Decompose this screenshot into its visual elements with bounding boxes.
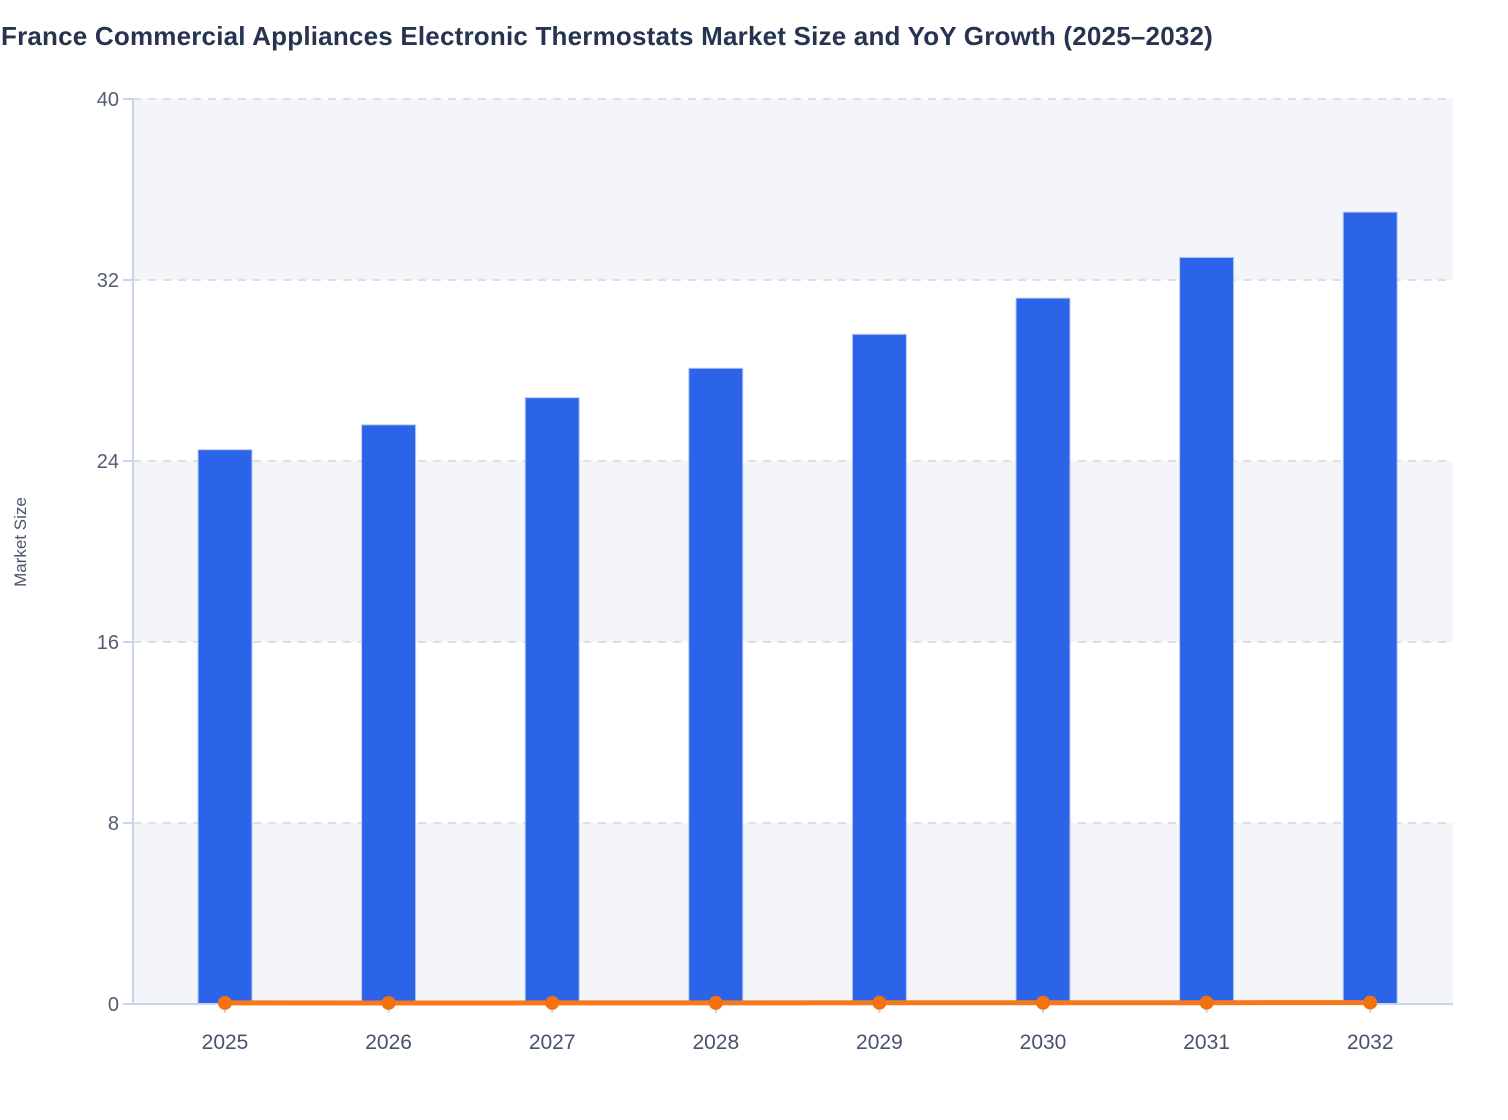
- x-tick-label: 2027: [529, 1031, 576, 1054]
- yoy-marker-2026: [381, 995, 396, 1010]
- x-tick-label: 2026: [365, 1031, 412, 1054]
- y-tick-label: 32: [97, 270, 119, 292]
- plot-band: [133, 461, 1453, 642]
- y-tick-label: 24: [97, 451, 119, 473]
- yoy-marker-2027: [545, 995, 560, 1010]
- bar-2028: [688, 367, 744, 1005]
- yoy-marker-2028: [708, 995, 723, 1010]
- y-tick-label: 16: [97, 632, 119, 654]
- y-tick-label: 40: [97, 89, 119, 111]
- plot-band: [133, 99, 1453, 280]
- bar-2027: [524, 397, 580, 1005]
- bar-2032: [1342, 211, 1398, 1005]
- yoy-marker-2025: [218, 995, 232, 1010]
- x-tick-label: 2029: [856, 1031, 903, 1054]
- x-tick-label: 2028: [692, 1031, 739, 1054]
- x-tick-label: 2025: [202, 1031, 249, 1054]
- plot-band: [133, 823, 1453, 1004]
- bar-2030: [1015, 297, 1071, 1005]
- bar-2031: [1179, 256, 1235, 1005]
- chart-title: France Commercial Appliances Electronic …: [1, 21, 1214, 52]
- x-tick-label: 2031: [1183, 1031, 1230, 1054]
- yoy-marker-2029: [872, 995, 887, 1010]
- bar-2025: [197, 449, 253, 1005]
- x-tick-label: 2030: [1020, 1031, 1067, 1054]
- yoy-marker-2032: [1363, 995, 1378, 1010]
- bar-2026: [361, 424, 417, 1005]
- x-tick-label: 2032: [1347, 1031, 1394, 1054]
- yoy-marker-2030: [1036, 995, 1050, 1010]
- bar-2029: [851, 333, 907, 1005]
- y-tick-label: 8: [108, 813, 119, 835]
- yoy-marker-2031: [1199, 995, 1214, 1010]
- y-tick-label: 0: [108, 994, 119, 1016]
